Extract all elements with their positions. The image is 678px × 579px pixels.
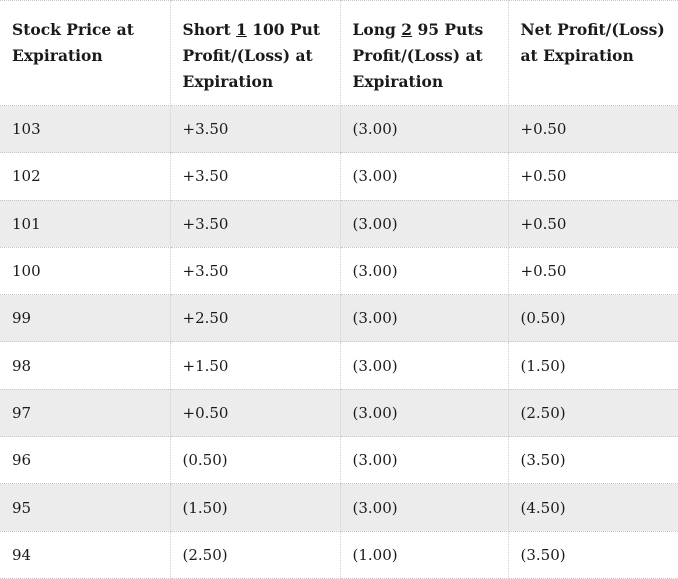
cell-long-puts: (3.00) (340, 483, 509, 532)
table-row: 103 +3.50 (3.00) +0.50 (0, 105, 678, 154)
cell-short-put: (1.50) (170, 483, 341, 532)
header-text: 95 Puts Profit/(Loss) at Expiration (352, 20, 484, 91)
cell-short-put: +2.50 (170, 294, 341, 343)
cell-short-put: +3.50 (170, 105, 341, 154)
cell-net-profit: +0.50 (508, 152, 678, 201)
table-header: Stock Price at Expiration Short 1 100 Pu… (0, 0, 678, 106)
cell-stock-price: 103 (0, 105, 171, 154)
table-row: 94 (2.50) (1.00) (3.50) (0, 531, 678, 579)
cell-stock-price: 100 (0, 247, 171, 296)
cell-long-puts: (3.00) (340, 152, 509, 201)
cell-stock-price: 95 (0, 483, 171, 532)
cell-net-profit: (3.50) (508, 436, 678, 485)
cell-long-puts: (3.00) (340, 247, 509, 296)
cell-net-profit: +0.50 (508, 105, 678, 154)
header-text: Net Profit/(Loss) at Expiration (520, 20, 665, 65)
table-row: 100 +3.50 (3.00) +0.50 (0, 247, 678, 296)
header-row: Stock Price at Expiration Short 1 100 Pu… (0, 0, 678, 106)
cell-stock-price: 102 (0, 152, 171, 201)
cell-short-put: +1.50 (170, 341, 341, 390)
header-text: Short (182, 20, 237, 39)
header-text: Long (352, 20, 402, 39)
table-row: 101 +3.50 (3.00) +0.50 (0, 200, 678, 248)
header-long-puts: Long 2 95 Puts Profit/(Loss) at Expirati… (340, 0, 509, 106)
cell-stock-price: 98 (0, 341, 171, 390)
cell-short-put: +3.50 (170, 247, 341, 296)
header-short-put: Short 1 100 Put Profit/(Loss) at Expirat… (170, 0, 341, 106)
cell-stock-price: 101 (0, 200, 171, 248)
cell-long-puts: (3.00) (340, 341, 509, 390)
cell-long-puts: (3.00) (340, 105, 509, 154)
cell-stock-price: 97 (0, 389, 171, 438)
cell-short-put: +3.50 (170, 200, 341, 248)
header-underlined-text: 2 (401, 20, 413, 39)
cell-long-puts: (3.00) (340, 294, 509, 343)
table-row: 102 +3.50 (3.00) +0.50 (0, 152, 678, 201)
cell-net-profit: +0.50 (508, 247, 678, 296)
cell-long-puts: (1.00) (340, 531, 509, 579)
table-row: 95 (1.50) (3.00) (4.50) (0, 483, 678, 532)
table-row: 97 +0.50 (3.00) (2.50) (0, 389, 678, 438)
cell-short-put: +3.50 (170, 152, 341, 201)
cell-short-put: (0.50) (170, 436, 341, 485)
header-underlined-text: 1 (236, 20, 247, 39)
cell-short-put: (2.50) (170, 531, 341, 579)
cell-stock-price: 94 (0, 531, 171, 579)
table-row: 99 +2.50 (3.00) (0.50) (0, 294, 678, 343)
cell-long-puts: (3.00) (340, 436, 509, 485)
cell-net-profit: (0.50) (508, 294, 678, 343)
cell-stock-price: 99 (0, 294, 171, 343)
table-row: 98 +1.50 (3.00) (1.50) (0, 341, 678, 390)
cell-long-puts: (3.00) (340, 200, 509, 248)
cell-short-put: +0.50 (170, 389, 341, 438)
cell-net-profit: (1.50) (508, 341, 678, 390)
cell-net-profit: (4.50) (508, 483, 678, 532)
cell-net-profit: (3.50) (508, 531, 678, 579)
header-stock-price: Stock Price at Expiration (0, 0, 171, 106)
header-text: 100 Put Profit/(Loss) at Expiration (182, 20, 321, 91)
table-row: 96 (0.50) (3.00) (3.50) (0, 436, 678, 485)
cell-net-profit: +0.50 (508, 200, 678, 248)
cell-net-profit: (2.50) (508, 389, 678, 438)
cell-stock-price: 96 (0, 436, 171, 485)
header-text: Stock Price at Expiration (12, 20, 134, 65)
table-body: 103 +3.50 (3.00) +0.50 102 +3.50 (3.00) … (0, 105, 678, 579)
header-net-profit: Net Profit/(Loss) at Expiration (508, 0, 678, 106)
cell-long-puts: (3.00) (340, 389, 509, 438)
